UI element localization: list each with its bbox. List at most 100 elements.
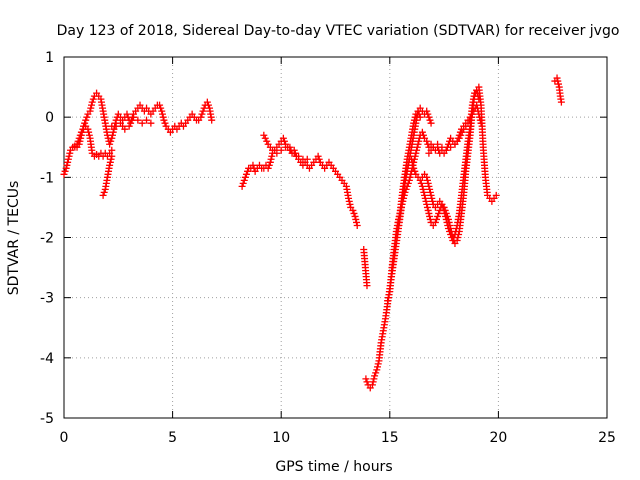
data-point <box>369 378 377 386</box>
data-point <box>123 110 131 118</box>
data-point <box>427 119 435 127</box>
data-point <box>60 170 68 178</box>
chart-title: Day 123 of 2018, Sidereal Day-to-day VTE… <box>57 23 620 39</box>
data-point <box>143 116 151 124</box>
data-point <box>554 80 562 88</box>
data-point <box>447 143 455 151</box>
data-point <box>371 372 379 380</box>
data-point <box>429 143 437 151</box>
data-point <box>161 119 169 127</box>
data-point <box>352 218 360 226</box>
data-point <box>363 282 371 290</box>
axis-ticks: 0 5 10 15 20 25 -5 -4 -3 -2 -1 0 1 <box>40 50 616 446</box>
data-point <box>64 155 72 163</box>
data-point <box>426 215 434 223</box>
data-point <box>423 137 431 145</box>
data-point <box>432 215 440 223</box>
data-point <box>260 131 268 139</box>
data-point <box>89 95 97 103</box>
data-point <box>557 98 565 106</box>
data-point <box>353 221 361 229</box>
data-point <box>61 167 69 175</box>
data-point <box>303 155 311 163</box>
x-tick-label: 15 <box>381 430 399 446</box>
data-point <box>419 131 427 139</box>
data-point <box>315 155 323 163</box>
data-point <box>468 110 476 118</box>
y-tick-label: -5 <box>40 411 54 427</box>
data-point <box>419 185 427 193</box>
data-point <box>352 215 360 223</box>
data-point <box>241 173 249 181</box>
data-point <box>492 191 500 199</box>
data-point <box>82 116 90 124</box>
data-point <box>62 164 70 172</box>
data-point <box>464 119 472 127</box>
data-point <box>159 113 167 121</box>
data-point <box>65 152 73 160</box>
data-point <box>130 113 138 121</box>
data-point <box>75 134 83 142</box>
data-point <box>373 363 381 371</box>
data-point <box>112 122 120 130</box>
data-point <box>279 134 287 142</box>
data-point <box>423 176 431 184</box>
data-point <box>374 360 382 368</box>
data-point <box>261 134 269 142</box>
data-point <box>147 119 155 127</box>
data-point <box>424 179 432 187</box>
data-point <box>199 107 207 115</box>
data-point <box>240 176 248 184</box>
data-point <box>106 158 114 166</box>
data-point <box>451 230 459 238</box>
data-point <box>412 149 420 157</box>
data-point <box>450 234 458 241</box>
data-point <box>208 116 216 124</box>
data-point <box>410 164 418 172</box>
data-point <box>446 227 454 235</box>
data-point <box>553 74 561 82</box>
data-point <box>238 182 246 190</box>
data-point <box>269 146 277 154</box>
data-point <box>426 212 434 220</box>
data-point <box>422 197 430 205</box>
grid <box>64 57 607 418</box>
data-point <box>442 146 450 154</box>
data-point <box>86 107 94 115</box>
data-layer <box>60 74 565 392</box>
data-point <box>76 131 84 139</box>
data-point <box>370 375 378 383</box>
data-point <box>473 86 481 94</box>
data-point <box>295 152 303 160</box>
data-point <box>239 179 247 187</box>
data-point <box>477 119 485 127</box>
data-point <box>414 107 422 115</box>
data-point <box>66 149 74 157</box>
data-point <box>286 146 294 154</box>
data-point <box>427 191 435 199</box>
data-point <box>438 143 446 151</box>
x-tick-label: 10 <box>272 430 290 446</box>
data-point <box>443 218 451 226</box>
data-point <box>426 116 434 124</box>
y-tick-label: -2 <box>40 231 54 247</box>
data-point <box>473 104 481 112</box>
data-point <box>108 152 116 160</box>
data-point <box>442 215 450 223</box>
data-point <box>418 128 426 136</box>
data-point <box>475 95 483 103</box>
y-tick-label: -4 <box>40 351 54 367</box>
data-point <box>204 101 212 109</box>
data-point <box>158 107 166 115</box>
data-point <box>112 116 120 124</box>
data-point <box>85 131 93 139</box>
data-point <box>108 146 116 154</box>
data-point <box>100 188 108 196</box>
data-point <box>273 149 281 157</box>
data-point <box>244 167 252 175</box>
data-point <box>428 194 436 202</box>
data-point <box>350 209 358 217</box>
data-point <box>372 369 380 377</box>
data-point <box>127 119 135 127</box>
